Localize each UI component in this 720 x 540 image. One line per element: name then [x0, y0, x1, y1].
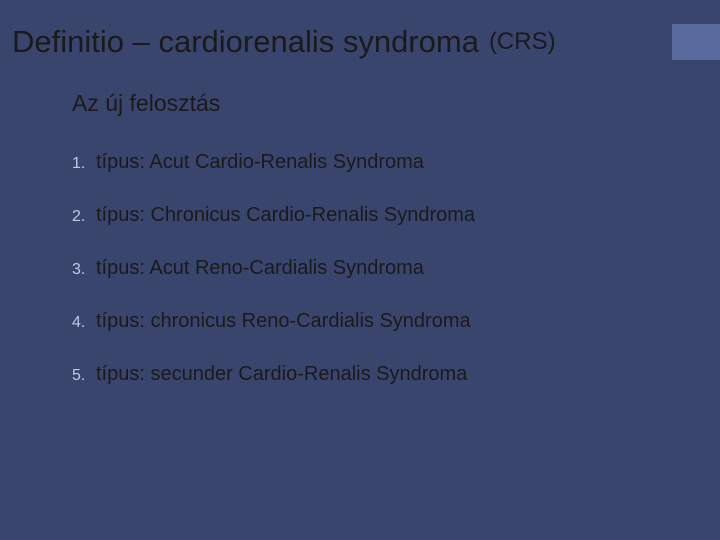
- list-number: 3.: [72, 261, 96, 279]
- type-list: 1. típus: Acut Cardio-Renalis Syndroma 2…: [72, 151, 720, 386]
- list-text: típus: Acut Reno-Cardialis Syndroma: [96, 257, 424, 280]
- list-item: 3. típus: Acut Reno-Cardialis Syndroma: [72, 257, 720, 280]
- list-item: 4. típus: chronicus Reno-Cardialis Syndr…: [72, 310, 720, 333]
- list-text: típus: secunder Cardio-Renalis Syndroma: [96, 363, 467, 386]
- list-item: 1. típus: Acut Cardio-Renalis Syndroma: [72, 151, 720, 174]
- slide-title-sub: (CRS): [489, 28, 556, 56]
- slide-title-main: Definitio – cardiorenalis syndroma: [12, 24, 479, 60]
- list-text: típus: Acut Cardio-Renalis Syndroma: [96, 151, 424, 174]
- list-text: típus: Chronicus Cardio-Renalis Syndroma: [96, 204, 475, 227]
- list-text: típus: chronicus Reno-Cardialis Syndroma: [96, 310, 471, 333]
- list-item: 2. típus: Chronicus Cardio-Renalis Syndr…: [72, 204, 720, 227]
- list-number: 5.: [72, 367, 96, 385]
- list-number: 2.: [72, 208, 96, 226]
- title-row: Definitio – cardiorenalis syndroma (CRS): [0, 0, 720, 60]
- slide-subtitle: Az új felosztás: [72, 90, 720, 117]
- accent-block: [672, 24, 720, 60]
- list-number: 4.: [72, 314, 96, 332]
- list-number: 1.: [72, 155, 96, 173]
- list-item: 5. típus: secunder Cardio-Renalis Syndro…: [72, 363, 720, 386]
